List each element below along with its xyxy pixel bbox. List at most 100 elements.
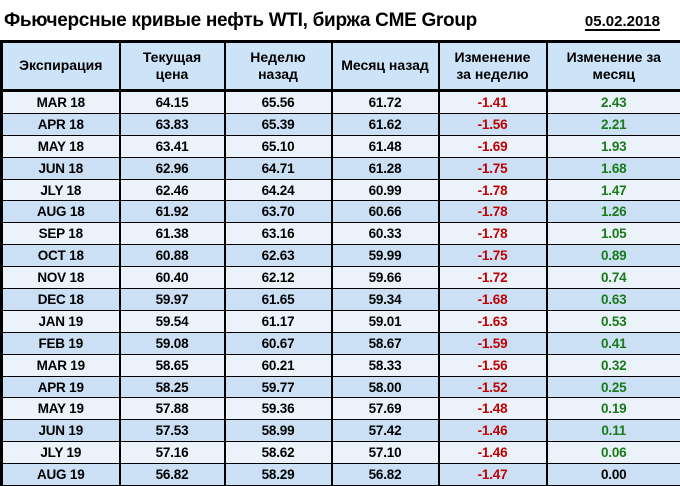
cell-month-change: 0.00 bbox=[545, 463, 680, 486]
cell-expiration: APR 19 bbox=[0, 375, 121, 399]
column-header-current-price: Текущая цена bbox=[118, 40, 226, 92]
cell-expiration: MAY 18 bbox=[0, 134, 121, 158]
cell-expiration: JUN 19 bbox=[0, 419, 121, 443]
cell-expiration: MAR 18 bbox=[0, 90, 121, 114]
cell-week-change: -1.72 bbox=[437, 266, 548, 290]
cell-month-change: 1.93 bbox=[545, 134, 680, 158]
cell-week-change: -1.47 bbox=[437, 463, 548, 486]
cell-week-change: -1.46 bbox=[437, 419, 548, 443]
table-row: NOV 18 60.40 62.12 59.66 -1.72 0.74 bbox=[0, 266, 680, 290]
table-row: JLY 19 57.16 58.62 57.10 -1.46 0.06 bbox=[0, 441, 680, 465]
cell-month-change: 0.11 bbox=[545, 419, 680, 443]
cell-current-price: 60.88 bbox=[118, 244, 226, 268]
cell-week-ago: 58.99 bbox=[223, 419, 333, 443]
cell-week-change: -1.68 bbox=[437, 288, 548, 311]
cell-week-ago: 64.24 bbox=[223, 178, 333, 202]
cell-month-ago: 58.00 bbox=[330, 375, 440, 399]
cell-week-change: -1.59 bbox=[437, 331, 548, 355]
cell-expiration: MAY 19 bbox=[0, 397, 121, 421]
cell-week-ago: 65.56 bbox=[223, 90, 333, 114]
table-row: JUN 18 62.96 64.71 61.28 -1.75 1.68 bbox=[0, 156, 680, 180]
column-header-week-change: Изменение за неделю bbox=[437, 40, 548, 92]
report-date: 05.02.2018 bbox=[584, 12, 660, 30]
cell-week-change: -1.41 bbox=[437, 90, 548, 114]
column-header-month-ago: Месяц назад bbox=[330, 40, 440, 92]
cell-current-price: 57.88 bbox=[118, 397, 226, 421]
cell-week-ago: 58.62 bbox=[223, 441, 333, 465]
cell-week-change: -1.69 bbox=[437, 134, 548, 158]
table-row: AUG 19 56.82 58.29 56.82 -1.47 0.00 bbox=[0, 463, 680, 486]
table-row: FEB 19 59.08 60.67 58.67 -1.59 0.41 bbox=[0, 331, 680, 355]
cell-week-change: -1.46 bbox=[437, 441, 548, 465]
column-header-expiration: Экспирация bbox=[0, 40, 121, 92]
table-row: JLY 18 62.46 64.24 60.99 -1.78 1.47 bbox=[0, 178, 680, 202]
cell-week-ago: 63.16 bbox=[223, 222, 333, 246]
cell-week-change: -1.56 bbox=[437, 353, 548, 377]
header-row: Экспирация Текущая цена Неделю назад Мес… bbox=[0, 40, 680, 92]
cell-expiration: SEP 18 bbox=[0, 222, 121, 246]
cell-week-ago: 62.12 bbox=[223, 266, 333, 290]
cell-week-change: -1.52 bbox=[437, 375, 548, 399]
cell-week-ago: 65.39 bbox=[223, 112, 333, 136]
cell-current-price: 57.16 bbox=[118, 441, 226, 465]
cell-current-price: 59.97 bbox=[118, 288, 226, 311]
cell-current-price: 62.96 bbox=[118, 156, 226, 180]
cell-month-change: 2.21 bbox=[545, 112, 680, 136]
column-header-week-ago: Неделю назад bbox=[223, 40, 333, 92]
cell-month-ago: 60.99 bbox=[330, 178, 440, 202]
table-row: OCT 18 60.88 62.63 59.99 -1.75 0.89 bbox=[0, 244, 680, 268]
cell-month-change: 0.63 bbox=[545, 288, 680, 311]
table-body: MAR 18 64.15 65.56 61.72 -1.41 2.43 APR … bbox=[0, 90, 680, 486]
cell-week-ago: 64.71 bbox=[223, 156, 333, 180]
table-row: MAR 18 64.15 65.56 61.72 -1.41 2.43 bbox=[0, 90, 680, 114]
table-row: AUG 18 61.92 63.70 60.66 -1.78 1.26 bbox=[0, 200, 680, 224]
cell-month-ago: 59.34 bbox=[330, 288, 440, 311]
page-title: Фьючерсные кривые нефть WTI, биржа CME G… bbox=[4, 10, 477, 31]
cell-week-ago: 59.36 bbox=[223, 397, 333, 421]
cell-month-change: 1.26 bbox=[545, 200, 680, 224]
cell-current-price: 63.83 bbox=[118, 112, 226, 136]
cell-month-change: 0.19 bbox=[545, 397, 680, 421]
cell-current-price: 61.38 bbox=[118, 222, 226, 246]
cell-week-change: -1.56 bbox=[437, 112, 548, 136]
cell-current-price: 59.08 bbox=[118, 331, 226, 355]
cell-expiration: JLY 18 bbox=[0, 178, 121, 202]
table-row: DEC 18 59.97 61.65 59.34 -1.68 0.63 bbox=[0, 288, 680, 311]
column-header-month-change: Изменение за месяц bbox=[545, 40, 680, 92]
cell-month-ago: 61.48 bbox=[330, 134, 440, 158]
cell-week-ago: 61.65 bbox=[223, 288, 333, 311]
cell-week-change: -1.75 bbox=[437, 244, 548, 268]
cell-week-ago: 59.77 bbox=[223, 375, 333, 399]
cell-expiration: AUG 19 bbox=[0, 463, 121, 486]
cell-month-ago: 61.28 bbox=[330, 156, 440, 180]
cell-month-change: 0.74 bbox=[545, 266, 680, 290]
cell-expiration: AUG 18 bbox=[0, 200, 121, 224]
cell-month-ago: 61.62 bbox=[330, 112, 440, 136]
cell-week-ago: 60.67 bbox=[223, 331, 333, 355]
cell-current-price: 61.92 bbox=[118, 200, 226, 224]
cell-current-price: 60.40 bbox=[118, 266, 226, 290]
cell-current-price: 57.53 bbox=[118, 419, 226, 443]
cell-week-ago: 62.63 bbox=[223, 244, 333, 268]
cell-month-ago: 59.66 bbox=[330, 266, 440, 290]
cell-week-change: -1.78 bbox=[437, 178, 548, 202]
cell-current-price: 62.46 bbox=[118, 178, 226, 202]
cell-month-ago: 58.33 bbox=[330, 353, 440, 377]
table-header: Экспирация Текущая цена Неделю назад Мес… bbox=[0, 40, 680, 92]
cell-month-ago: 61.72 bbox=[330, 90, 440, 114]
cell-month-ago: 59.99 bbox=[330, 244, 440, 268]
cell-month-change: 0.06 bbox=[545, 441, 680, 465]
cell-expiration: JUN 18 bbox=[0, 156, 121, 180]
cell-week-change: -1.78 bbox=[437, 200, 548, 224]
cell-expiration: OCT 18 bbox=[0, 244, 121, 268]
cell-month-change: 0.41 bbox=[545, 331, 680, 355]
cell-month-change: 0.89 bbox=[545, 244, 680, 268]
cell-week-change: -1.48 bbox=[437, 397, 548, 421]
cell-month-change: 0.25 bbox=[545, 375, 680, 399]
cell-month-change: 1.68 bbox=[545, 156, 680, 180]
table-row: APR 19 58.25 59.77 58.00 -1.52 0.25 bbox=[0, 375, 680, 399]
cell-current-price: 58.65 bbox=[118, 353, 226, 377]
table-row: APR 18 63.83 65.39 61.62 -1.56 2.21 bbox=[0, 112, 680, 136]
cell-month-ago: 57.69 bbox=[330, 397, 440, 421]
